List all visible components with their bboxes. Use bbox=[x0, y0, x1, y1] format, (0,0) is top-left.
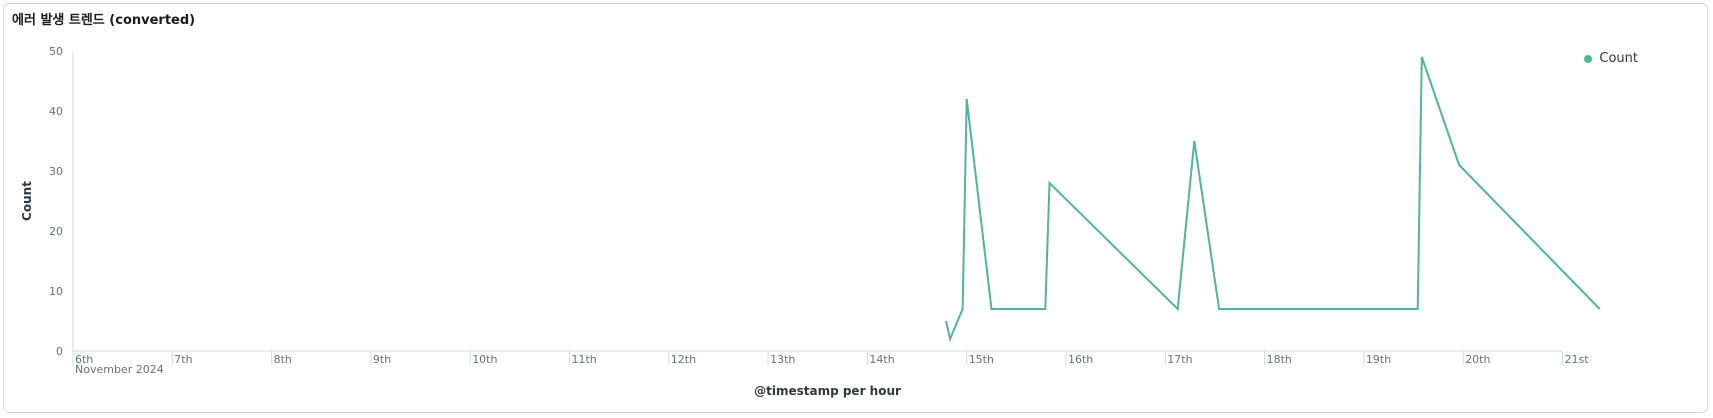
panel-title: 에러 발생 트렌드 (converted) bbox=[12, 13, 196, 28]
x-tick-label: 17th bbox=[1167, 353, 1192, 366]
y-tick-label: 0 bbox=[56, 345, 63, 358]
series-line-count bbox=[945, 56, 1601, 343]
x-tick-label: 9th bbox=[373, 353, 391, 366]
x-tick-label: 14th bbox=[869, 353, 894, 366]
x-tick-label: 7th bbox=[174, 353, 192, 366]
x-tick-label: 11th bbox=[572, 353, 597, 366]
y-tick-label: 10 bbox=[49, 285, 63, 298]
y-tick-label: 30 bbox=[49, 165, 63, 178]
legend-item-count[interactable]: Count bbox=[1584, 51, 1638, 66]
x-tick-label: 10th bbox=[472, 353, 497, 366]
x-tick-label: 6th bbox=[75, 353, 93, 366]
x-tick-label: 20th bbox=[1465, 353, 1490, 366]
legend-label: Count bbox=[1599, 51, 1638, 66]
y-axis-title: Count bbox=[20, 181, 34, 221]
x-tick-label: 19th bbox=[1366, 353, 1391, 366]
y-tick-label: 50 bbox=[49, 45, 63, 58]
x-tick-label: 15th bbox=[969, 353, 994, 366]
visualization-panel: 에러 발생 트렌드 (converted) bbox=[3, 3, 1708, 413]
x-tick-label: 16th bbox=[1068, 353, 1093, 366]
x-tick-label: 21st bbox=[1565, 353, 1590, 366]
legend-dot-icon bbox=[1584, 54, 1593, 63]
x-date-label: November 2024 bbox=[75, 363, 164, 376]
x-tick-label: 13th bbox=[770, 353, 795, 366]
x-axis-title: @timestamp per hour bbox=[754, 384, 901, 398]
x-tick-label: 12th bbox=[671, 353, 696, 366]
y-tick-label: 20 bbox=[49, 225, 63, 238]
x-tick-label: 18th bbox=[1267, 353, 1292, 366]
x-tick-label: 8th bbox=[274, 353, 292, 366]
y-tick-label: 40 bbox=[49, 105, 63, 118]
